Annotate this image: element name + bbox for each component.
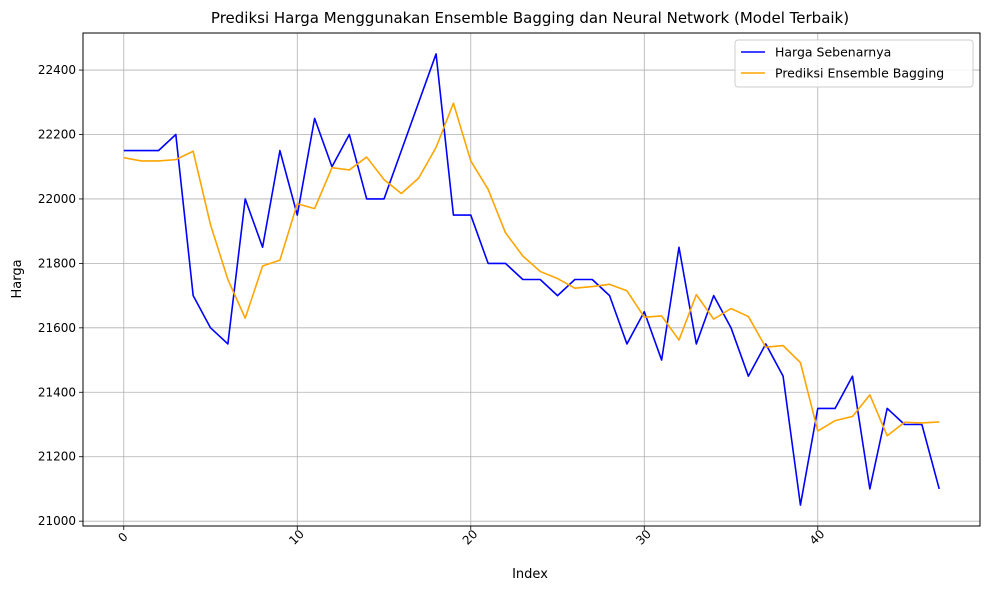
- y-tick-label: 21400: [38, 385, 76, 399]
- x-axis-title: Index: [512, 567, 548, 582]
- plot-area-frame: [82, 32, 981, 527]
- legend: Harga Sebenarnya Prediksi Ensemble Baggin…: [734, 39, 974, 88]
- y-axis-title: Harga: [10, 259, 25, 298]
- legend-box: [734, 39, 974, 88]
- legend-label-1: Harga Sebenarnya: [775, 45, 891, 60]
- y-tick-label: 21000: [38, 514, 76, 528]
- series-line-2: [123, 102, 940, 437]
- axis-ticks: 0 10 20 30 402100021200214002160021800220002…: [38, 63, 828, 548]
- y-tick-label: 22400: [38, 63, 76, 77]
- y-tick-label: 22000: [38, 192, 76, 206]
- y-tick-label: 21800: [38, 256, 76, 270]
- y-tick-label: 22200: [38, 128, 76, 142]
- y-tick-label: 21200: [38, 450, 76, 464]
- legend-label-2: Prediksi Ensemble Bagging: [775, 66, 944, 81]
- y-tick-label: 21600: [38, 321, 76, 335]
- series-line-1: [123, 53, 941, 506]
- chart-title: Prediksi Harga Menggunakan Ensemble Bagg…: [211, 9, 849, 27]
- series-layer: [123, 53, 941, 506]
